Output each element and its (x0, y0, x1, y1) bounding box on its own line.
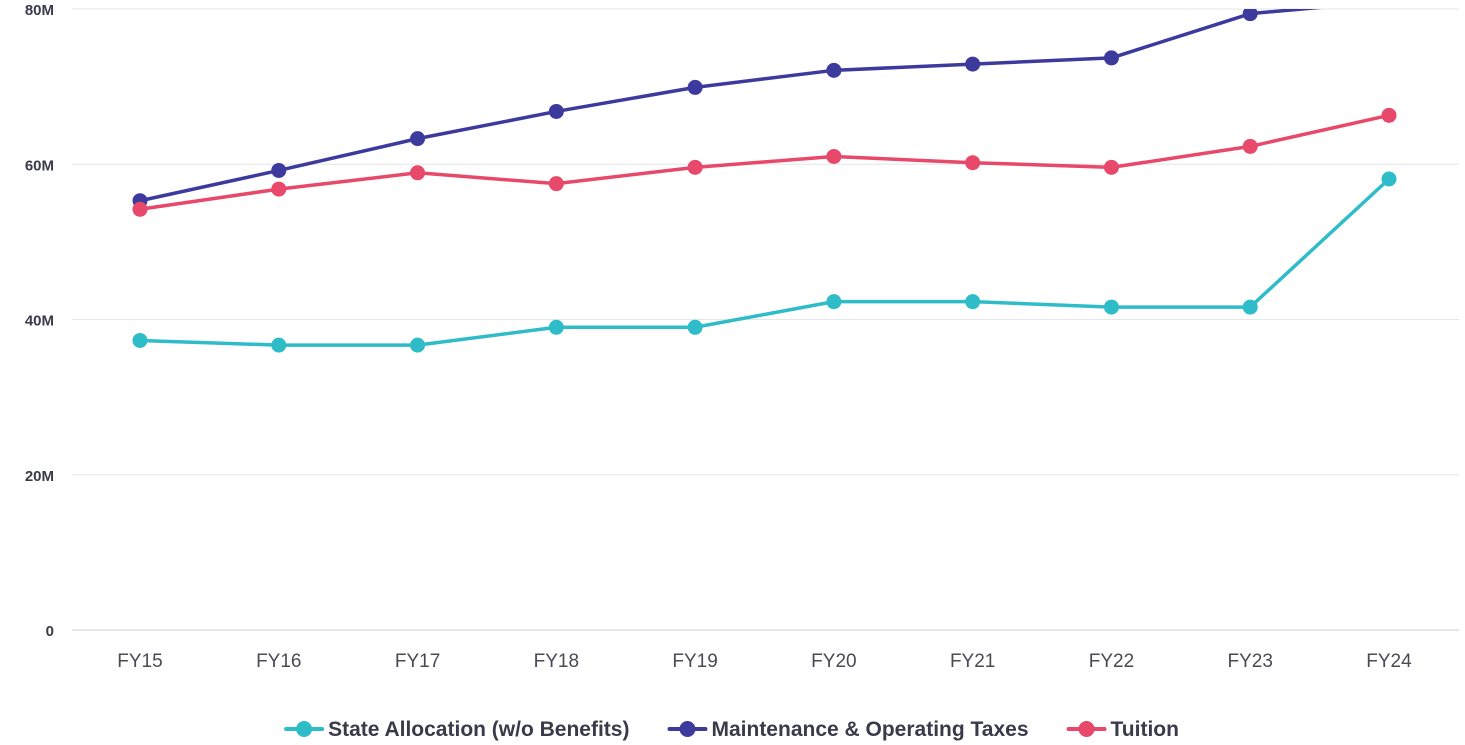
data-point[interactable] (410, 337, 426, 353)
data-point[interactable] (965, 56, 981, 72)
x-tick-label: FY22 (1089, 651, 1134, 672)
legend-item[interactable]: State Allocation (w/o Benefits) (284, 718, 629, 741)
x-tick-label: FY16 (256, 651, 301, 672)
data-point[interactable] (410, 165, 426, 181)
data-point[interactable] (1242, 299, 1258, 315)
data-point[interactable] (548, 319, 564, 335)
x-axis-ticks: FY15 FY16 FY17 FY18 FY19 FY20 FY21 FY22 FY23 FY24 (117, 651, 1412, 672)
x-tick-label: FY19 (672, 651, 717, 672)
y-tick-label: 80M (25, 2, 54, 19)
data-point[interactable] (687, 79, 703, 95)
data-point[interactable] (1242, 6, 1258, 22)
data-point[interactable] (1381, 107, 1397, 123)
gridlines (72, 8, 1459, 631)
y-axis-ticks: 0 20M 40M 60M 80M (25, 2, 54, 640)
data-point[interactable] (687, 319, 703, 335)
x-tick-label: FY17 (395, 651, 440, 672)
legend-item[interactable]: Maintenance & Operating Taxes (667, 718, 1029, 741)
data-point[interactable] (271, 337, 287, 353)
data-point[interactable] (410, 131, 426, 147)
series-line (138, 177, 1391, 347)
data-point[interactable] (826, 294, 842, 310)
data-point[interactable] (132, 332, 148, 348)
y-tick-label: 0 (46, 623, 54, 640)
x-tick-label: FY18 (534, 651, 579, 672)
data-point[interactable] (1381, 171, 1397, 187)
legend-label: Tuition (1111, 718, 1179, 741)
legend-swatch-marker (1078, 721, 1095, 737)
data-point[interactable] (826, 148, 842, 164)
legend-label: Maintenance & Operating Taxes (711, 718, 1028, 741)
x-tick-label: FY20 (811, 651, 856, 672)
data-point[interactable] (1242, 138, 1258, 154)
legend: State Allocation (w/o Benefits) Maintenan… (284, 718, 1179, 741)
x-tick-label: FY23 (1228, 651, 1273, 672)
series-line (138, 9, 1322, 203)
data-point[interactable] (1103, 159, 1119, 175)
data-point[interactable] (548, 176, 564, 192)
data-point[interactable] (826, 62, 842, 78)
series-layer (132, 6, 1397, 353)
x-tick-label: FY24 (1366, 651, 1412, 672)
legend-item[interactable]: Tuition (1066, 718, 1179, 741)
data-point[interactable] (687, 159, 703, 175)
series-0 (132, 171, 1397, 353)
data-point[interactable] (271, 181, 287, 197)
data-point[interactable] (271, 162, 287, 178)
series-2 (132, 107, 1397, 217)
data-point[interactable] (132, 201, 148, 217)
y-tick-label: 60M (25, 157, 54, 174)
x-tick-label: FY21 (950, 651, 995, 672)
legend-swatch-marker (679, 721, 696, 737)
series-line (138, 113, 1391, 212)
data-point[interactable] (965, 155, 981, 171)
y-tick-label: 20M (25, 468, 54, 485)
series-1 (132, 6, 1322, 209)
legend-label: State Allocation (w/o Benefits) (328, 718, 629, 741)
data-point[interactable] (1103, 299, 1119, 315)
data-point[interactable] (965, 294, 981, 310)
data-point[interactable] (1103, 50, 1119, 66)
y-tick-label: 40M (25, 313, 54, 330)
x-tick-label: FY15 (117, 651, 162, 672)
data-point[interactable] (548, 103, 564, 119)
legend-swatch-marker (296, 721, 313, 737)
